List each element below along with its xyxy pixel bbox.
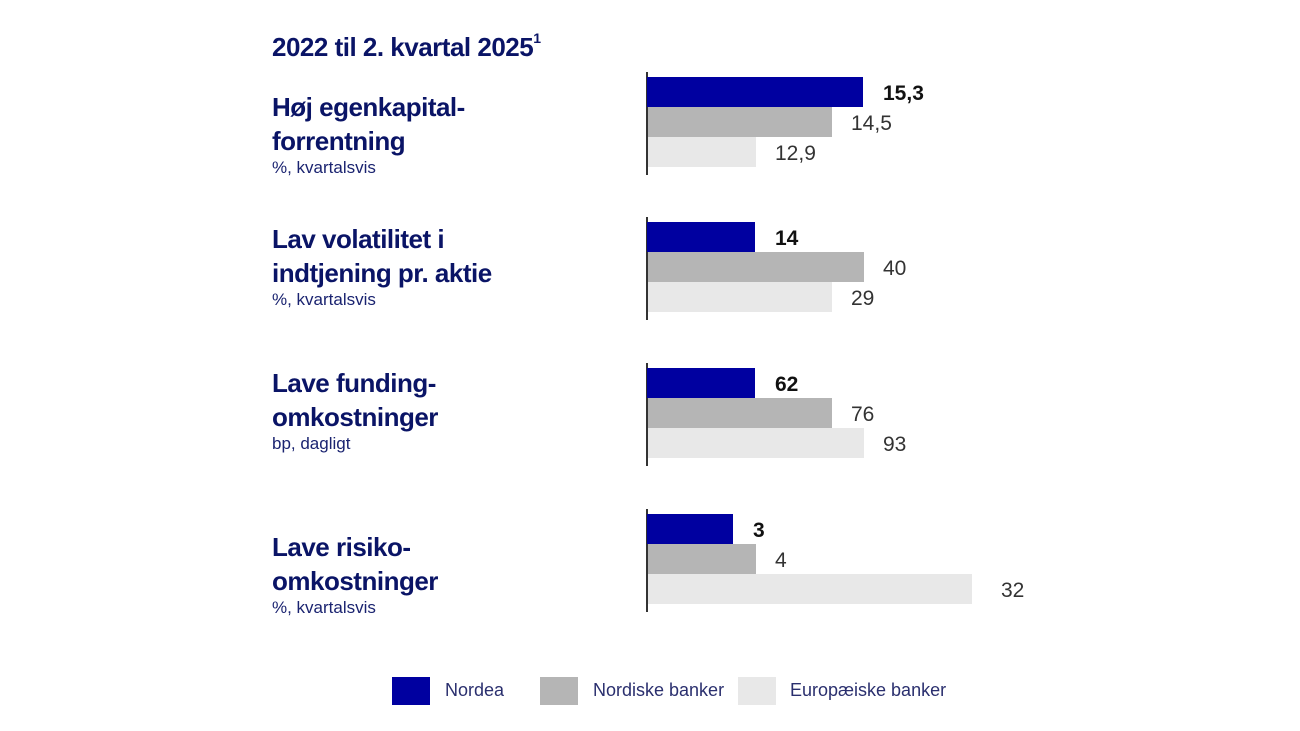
group-title-line: omkostninger xyxy=(272,402,438,432)
data-label: 32 xyxy=(1001,579,1024,602)
chart-title: 2022 til 2. kvartal 20251 xyxy=(272,30,541,62)
data-label: 62 xyxy=(775,373,798,396)
bar-nordiske-banker xyxy=(648,252,864,282)
group-title-line: Lave risiko- xyxy=(272,532,411,562)
bar-europ-iske-banker xyxy=(648,282,832,312)
data-label: 4 xyxy=(775,549,787,572)
bar-europ-iske-banker xyxy=(648,137,756,167)
legend-swatch-nordea xyxy=(392,677,430,705)
group-unit: %, kvartalsvis xyxy=(272,290,376,309)
bar-nordiske-banker xyxy=(648,107,832,137)
legend-label: Europæiske banker xyxy=(790,680,947,700)
group-title-line: omkostninger xyxy=(272,566,438,596)
group-unit: %, kvartalsvis xyxy=(272,158,376,177)
legend-item-europaeiske-banker: Europæiske banker xyxy=(738,677,946,705)
group-label-2: Lave funding- omkostninger bp, dagligt xyxy=(272,366,612,454)
group-label-0: Høj egenkapital- forrentning %, kvartals… xyxy=(272,90,612,178)
legend-swatch-europaeiske-banker xyxy=(738,677,776,705)
bar-nordea xyxy=(647,514,733,544)
data-label: 76 xyxy=(851,403,874,426)
bar-nordea xyxy=(647,77,863,107)
data-label: 40 xyxy=(883,257,906,280)
group-title-line: Høj egenkapital- xyxy=(272,92,465,122)
group-title-line: forrentning xyxy=(272,126,406,156)
bar-europ-iske-banker xyxy=(648,428,864,458)
bar-nordea xyxy=(647,368,755,398)
legend-label: Nordiske banker xyxy=(593,680,725,700)
title-footnote: 1 xyxy=(533,30,541,46)
legend-swatch-nordiske-banker xyxy=(540,677,578,705)
data-label: 29 xyxy=(851,287,874,310)
group-unit: %, kvartalsvis xyxy=(272,598,376,617)
group-unit: bp, dagligt xyxy=(272,434,351,453)
bar-nordiske-banker xyxy=(648,544,756,574)
group-title-line: Lav volatilitet i xyxy=(272,224,445,254)
legend-item-nordea: Nordea xyxy=(392,677,504,705)
data-label: 14 xyxy=(775,227,799,250)
group-label-3: Lave risiko- omkostninger %, kvartalsvis xyxy=(272,530,612,618)
data-label: 93 xyxy=(883,433,906,456)
data-label: 3 xyxy=(753,519,765,542)
legend-item-nordiske-banker: Nordiske banker xyxy=(540,677,724,705)
data-label: 14,5 xyxy=(851,112,892,135)
group-title-line: Lave funding- xyxy=(272,368,436,398)
bar-nordiske-banker xyxy=(648,398,832,428)
bar-nordea xyxy=(647,222,755,252)
legend: Nordea Nordiske banker Europæiske banker xyxy=(0,677,1300,707)
data-label: 15,3 xyxy=(883,82,924,105)
group-label-1: Lav volatilitet i indtjening pr. aktie %… xyxy=(272,222,612,310)
data-label: 12,9 xyxy=(775,142,816,165)
legend-label: Nordea xyxy=(445,680,505,700)
group-title-line: indtjening pr. aktie xyxy=(272,258,492,288)
bar-europ-iske-banker xyxy=(648,574,972,604)
